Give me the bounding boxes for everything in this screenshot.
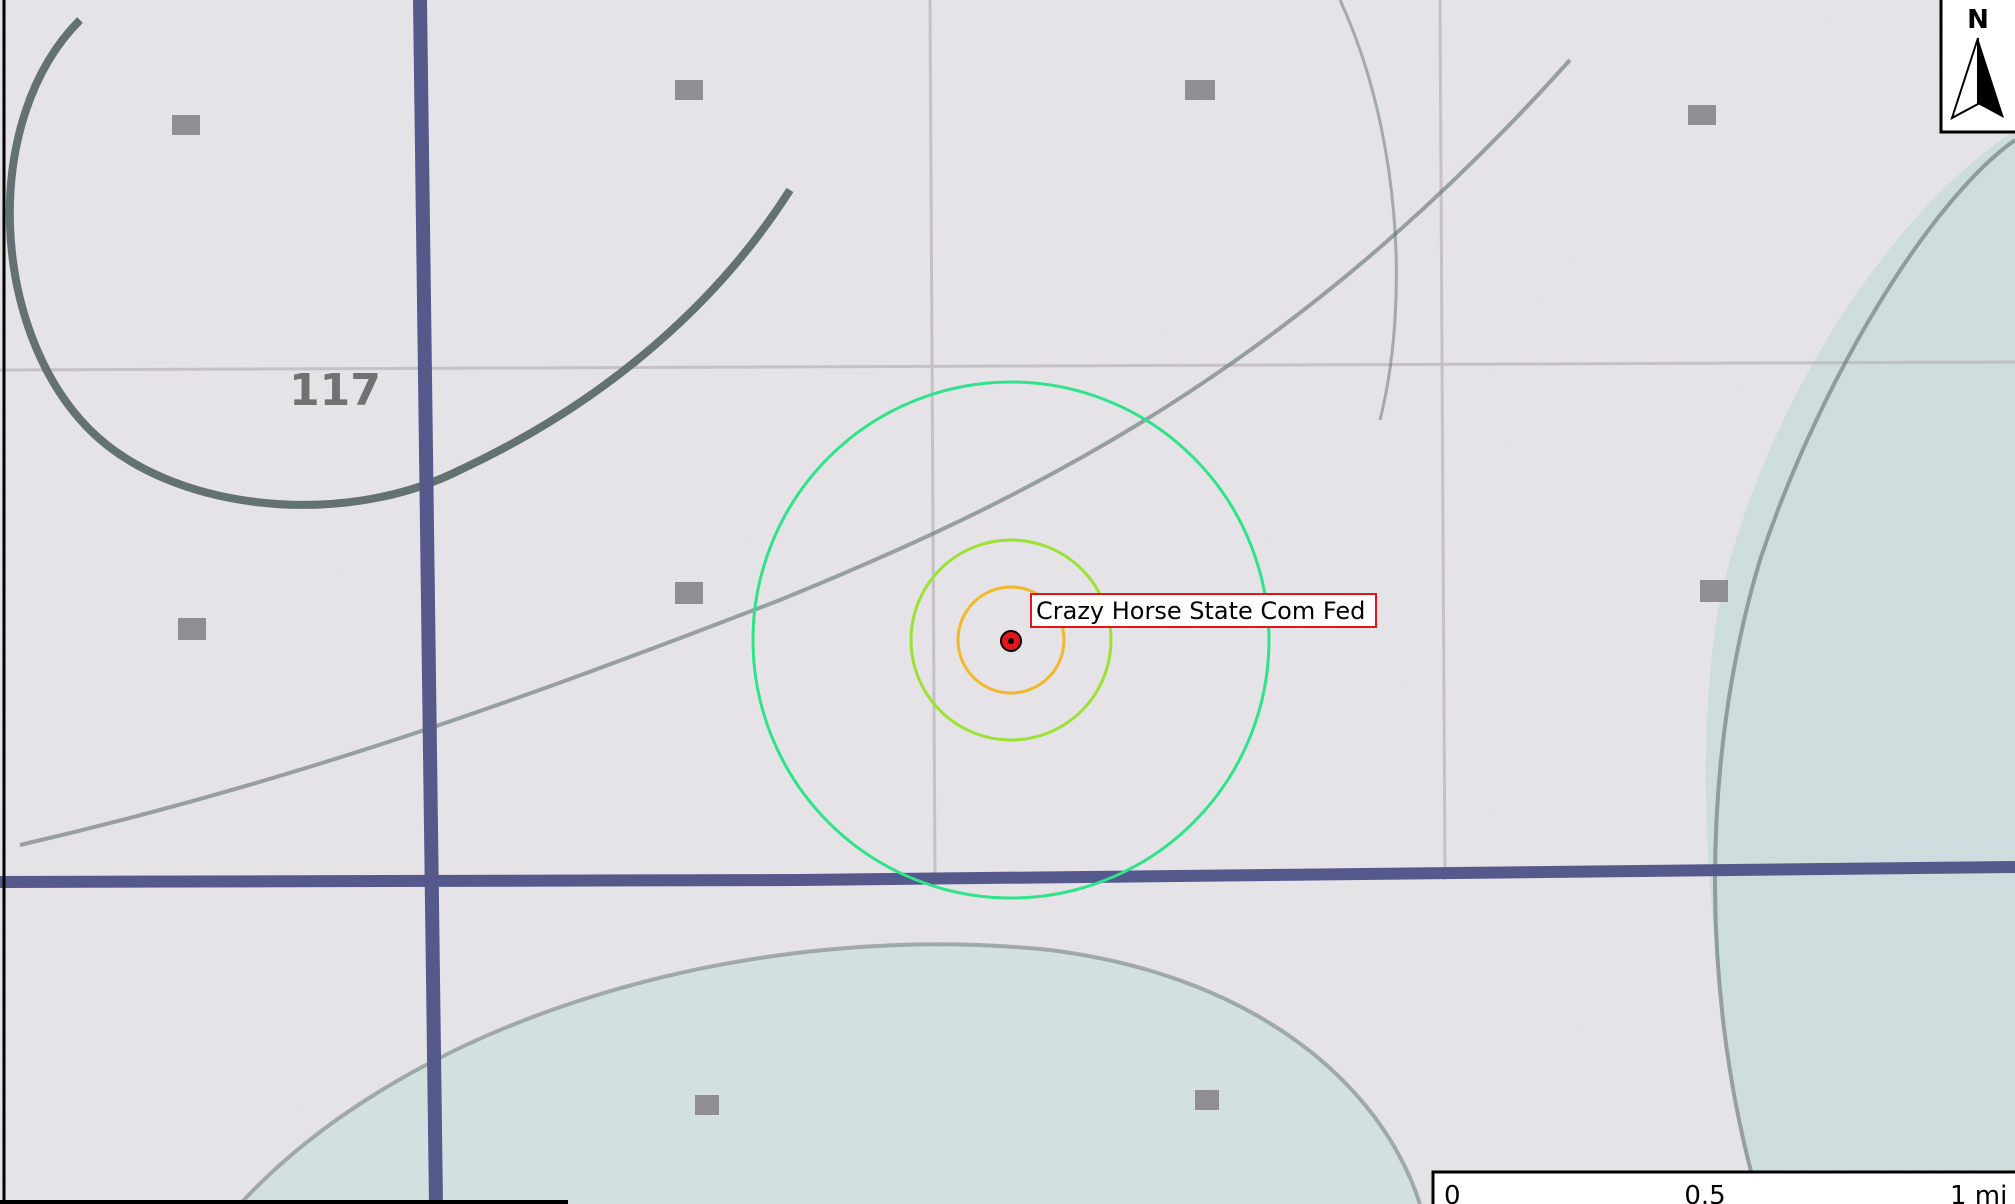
well-label: Crazy Horse State Com Fed: [1036, 597, 1365, 625]
scale-tick-label: 0.5: [1684, 1181, 1725, 1204]
page: {"map": {"contour_label": "117", "well_l…: [0, 0, 2015, 1204]
map-frame: [0, 1200, 568, 1204]
scale-tick-label: 1 mi: [1950, 1181, 2007, 1204]
north-label: N: [1967, 5, 1989, 35]
paper-texture: [0, 0, 2015, 1204]
well-marker-center: [1008, 638, 1014, 644]
map: 117 Crazy Horse State Com Fed N 0 0.5 1 …: [0, 0, 2015, 1204]
scale-tick-label: 0: [1444, 1181, 1461, 1204]
